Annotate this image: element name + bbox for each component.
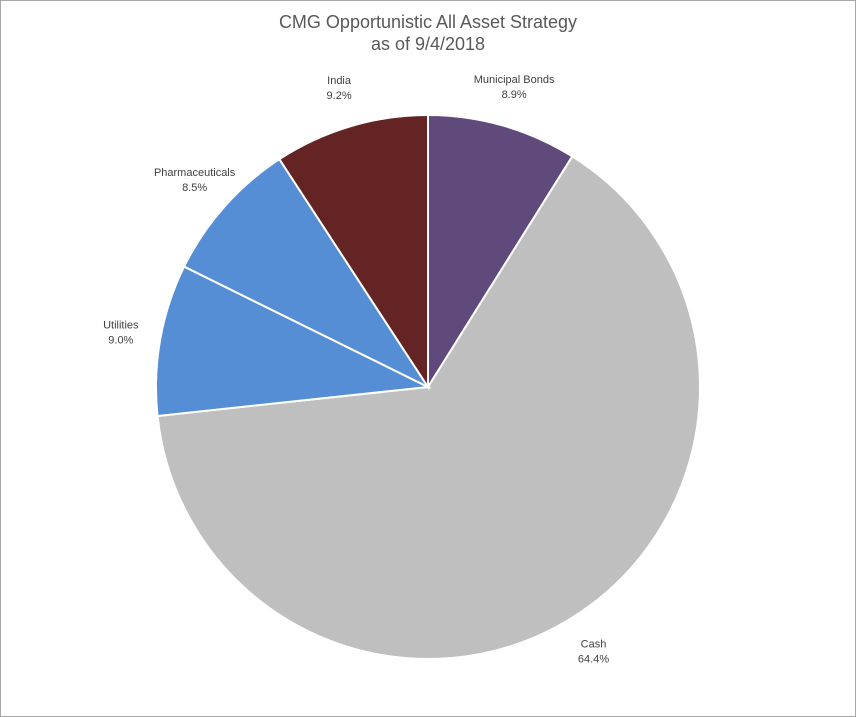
- pie-slice: [182, 157, 431, 390]
- pie-slice: [156, 155, 701, 660]
- chart-title: CMG Opportunistic All Asset Strategy: [279, 12, 577, 32]
- slice-value-label: 64.4%: [578, 653, 609, 665]
- chart-subtitle: as of 9/4/2018: [371, 34, 485, 54]
- pie-slice: [155, 265, 432, 418]
- slice-value-label: 9.2%: [327, 90, 352, 102]
- slice-label: Cash: [581, 638, 607, 650]
- slice-value-label: 8.9%: [502, 89, 527, 101]
- slice-value-label: 9.0%: [108, 334, 133, 346]
- slice-value-label: 8.5%: [182, 182, 207, 194]
- pie-slice: [427, 113, 574, 391]
- slice-label: Pharmaceuticals: [154, 167, 236, 179]
- slice-label: India: [327, 75, 352, 87]
- slice-label: Utilities: [103, 319, 139, 331]
- slice-label: Municipal Bonds: [474, 74, 555, 86]
- pie-slice: [277, 113, 429, 391]
